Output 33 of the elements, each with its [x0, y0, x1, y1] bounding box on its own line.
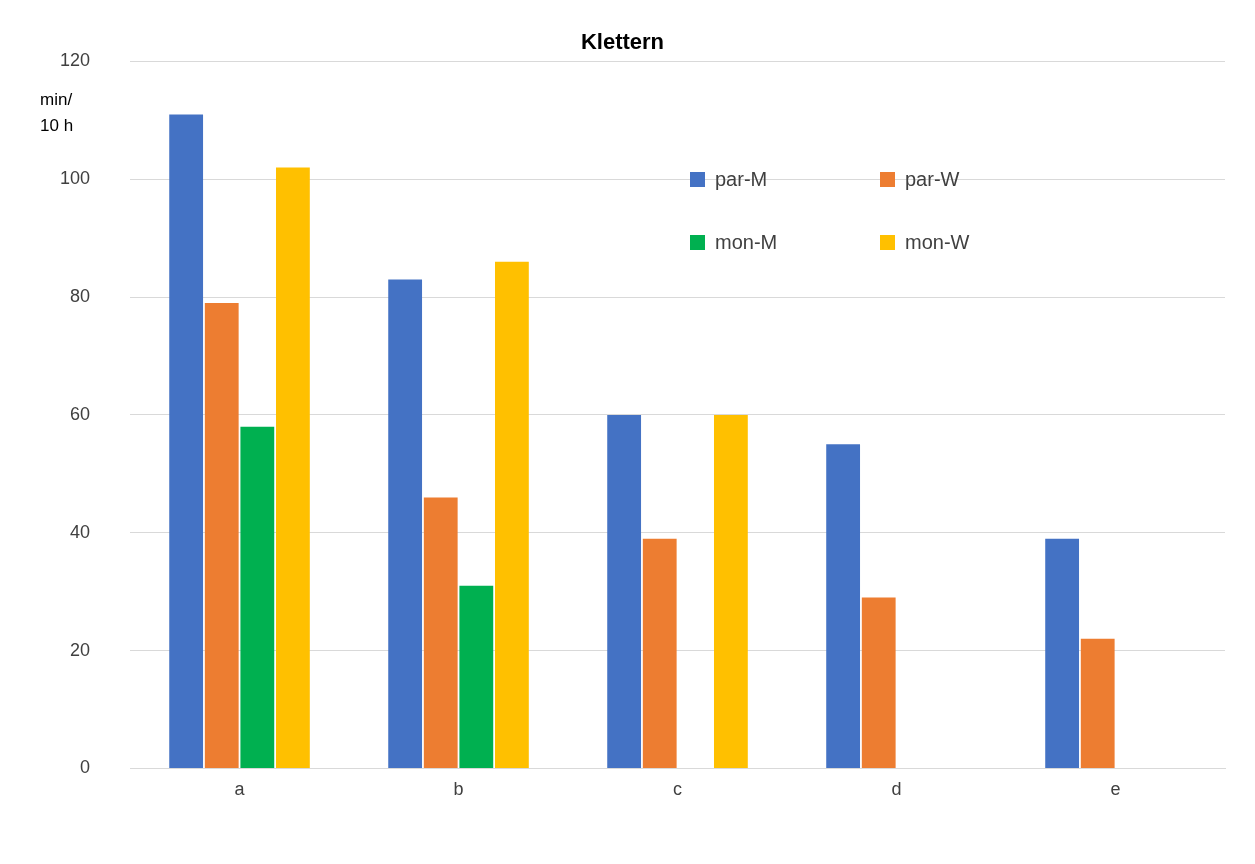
bar: [388, 279, 423, 768]
legend-label: mon-M: [715, 231, 778, 254]
bar: [1080, 638, 1115, 768]
bar: [607, 414, 642, 768]
y-tick-label: 0: [80, 757, 91, 778]
y-tick-label: 120: [59, 50, 91, 71]
bar: [276, 167, 310, 768]
y-tick-label: 80: [70, 286, 91, 307]
y-axis-title: min/ 10 h: [40, 89, 74, 135]
bar: [826, 444, 861, 768]
bar: [1045, 538, 1080, 768]
bar: [169, 114, 204, 768]
y-tick-label: 60: [70, 403, 91, 424]
bar: [423, 497, 458, 768]
x-tick-label: c: [673, 779, 683, 800]
y-tick-label: 40: [70, 521, 91, 542]
bar: [861, 597, 896, 768]
bar: [713, 414, 748, 768]
bar: [495, 261, 529, 768]
legend-label: par-M: [715, 168, 768, 191]
bar: [642, 538, 677, 768]
x-tick-label: b: [453, 779, 464, 800]
legend-label: mon-W: [905, 231, 970, 254]
x-tick-label: d: [891, 779, 902, 800]
y-tick-label: 20: [70, 639, 91, 660]
x-tick-label: e: [1110, 779, 1121, 800]
bar: [204, 302, 239, 768]
bar: [240, 426, 275, 768]
x-tick-label: a: [234, 779, 246, 800]
bar: [459, 585, 494, 768]
chart-title: Klettern: [580, 29, 665, 55]
y-tick-label: 100: [59, 168, 91, 189]
legend-label: par-W: [905, 168, 960, 191]
